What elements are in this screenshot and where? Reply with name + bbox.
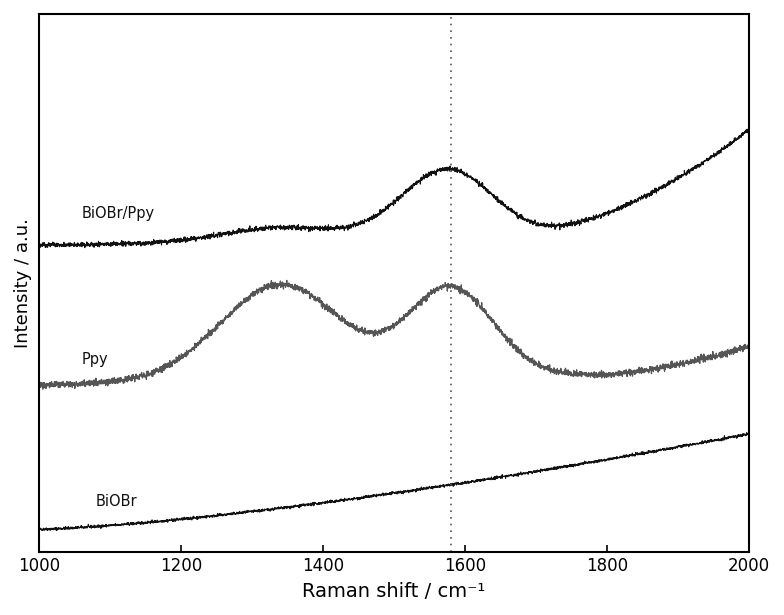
X-axis label: Raman shift / cm⁻¹: Raman shift / cm⁻¹	[303, 582, 485, 601]
Text: BiOBr/Ppy: BiOBr/Ppy	[82, 205, 154, 221]
Y-axis label: Intensity / a.u.: Intensity / a.u.	[14, 218, 32, 348]
Text: BiOBr: BiOBr	[96, 494, 137, 509]
Text: Ppy: Ppy	[82, 352, 108, 367]
